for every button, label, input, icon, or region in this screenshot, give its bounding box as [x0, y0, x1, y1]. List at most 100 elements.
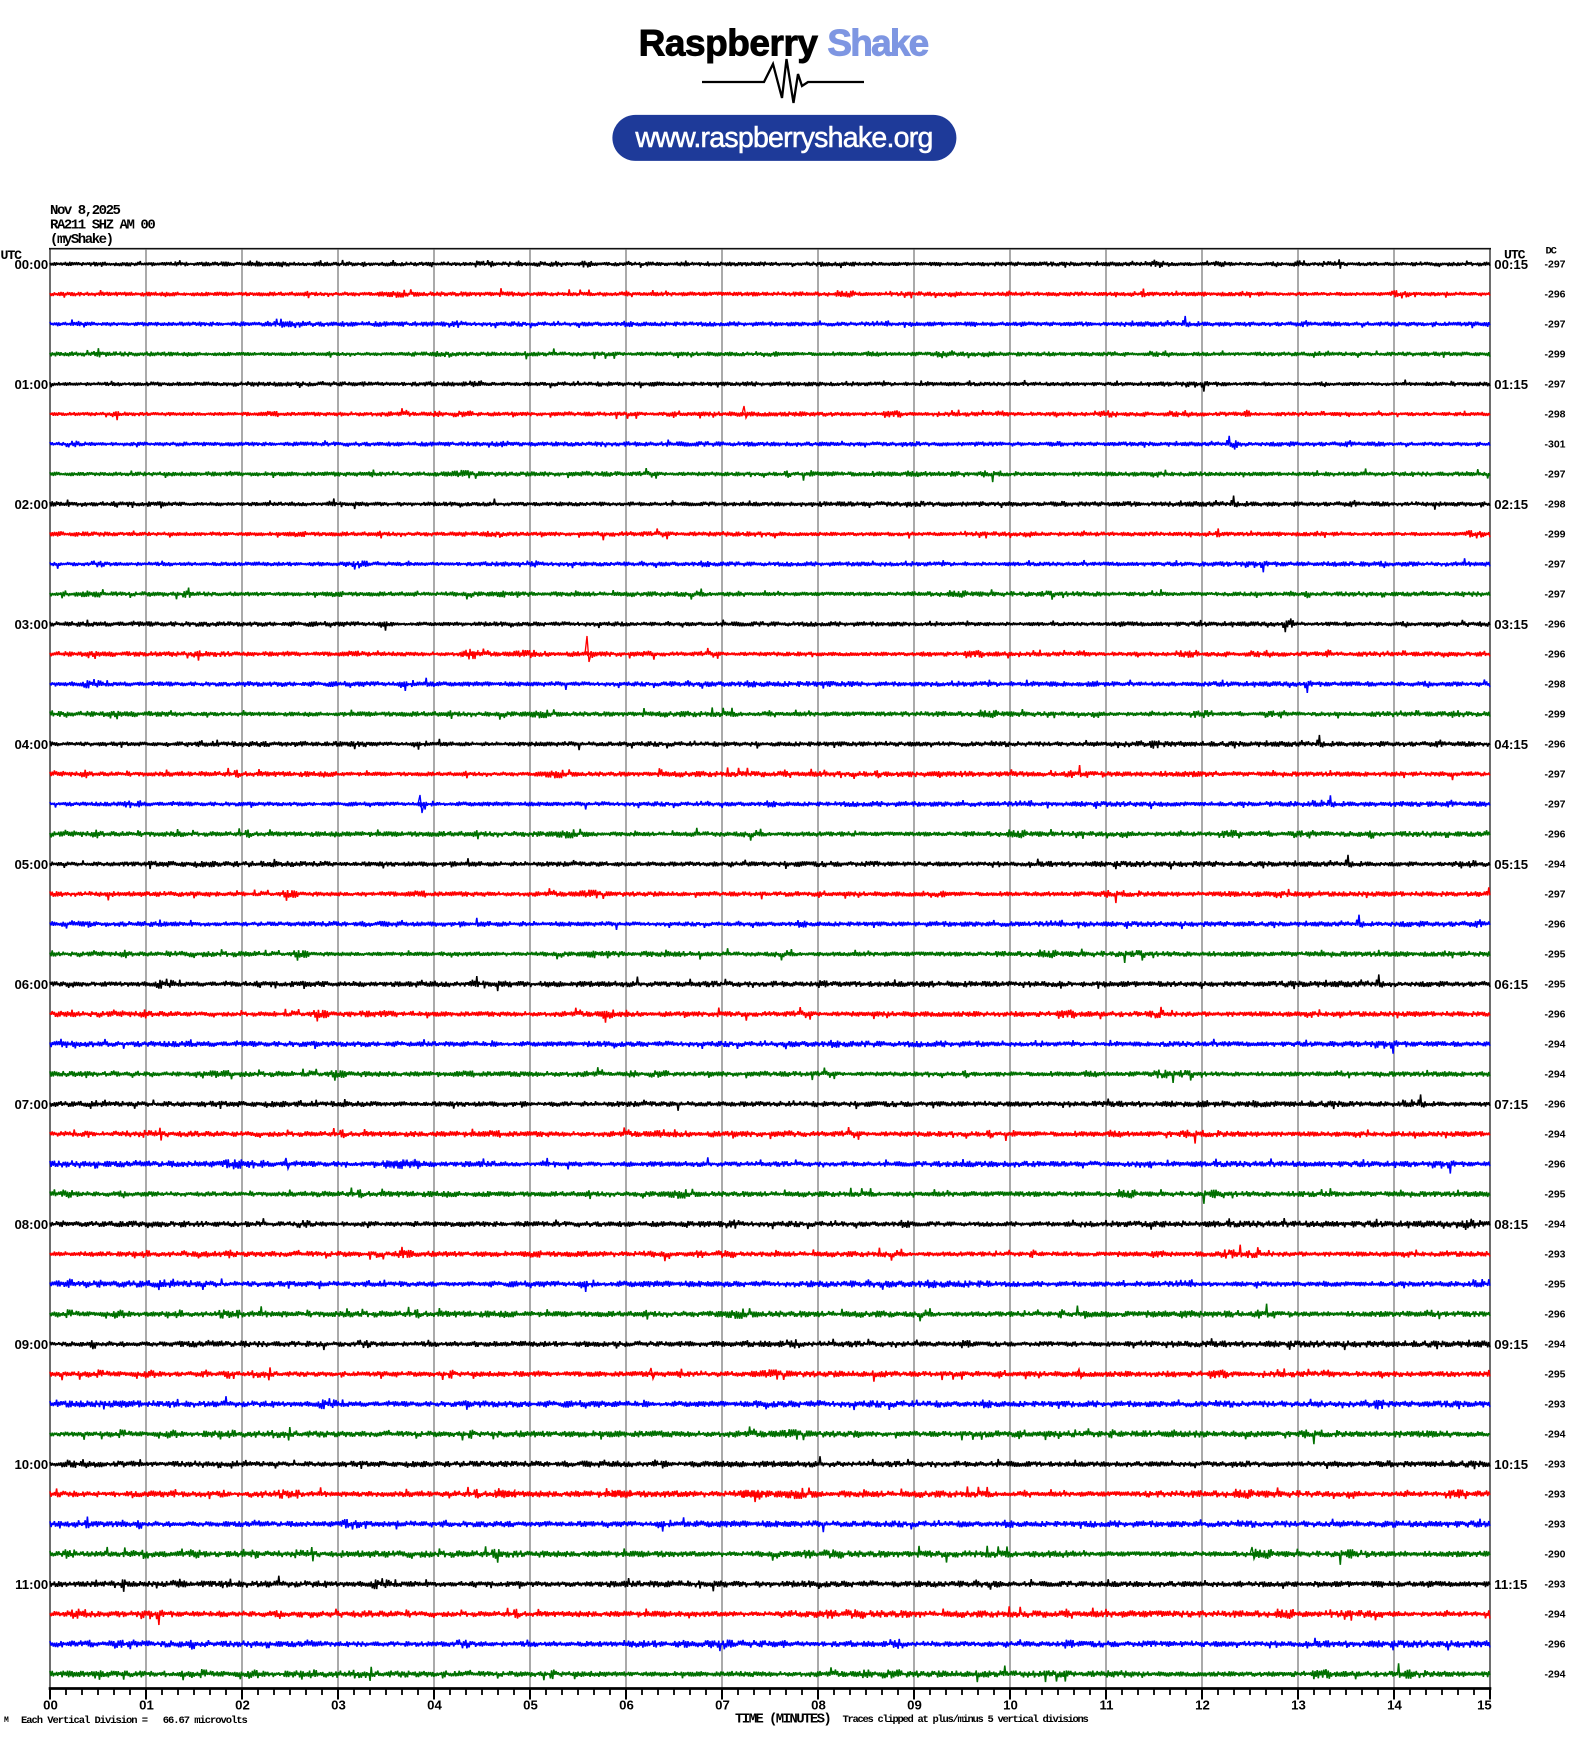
svg-text:-297: -297: [1545, 258, 1566, 270]
svg-text:06:00: 06:00: [14, 977, 48, 992]
svg-text:-296: -296: [1545, 1008, 1566, 1020]
svg-text:-293: -293: [1545, 1398, 1566, 1410]
svg-text:DC: DC: [1546, 246, 1558, 258]
svg-text:-296: -296: [1545, 618, 1566, 630]
svg-text:09: 09: [907, 1698, 922, 1713]
svg-text:08:00: 08:00: [14, 1217, 48, 1232]
svg-text:-295: -295: [1545, 1278, 1566, 1290]
svg-text:14: 14: [1387, 1698, 1402, 1713]
svg-text:11: 11: [1100, 1698, 1114, 1713]
svg-text:-298: -298: [1545, 678, 1566, 690]
svg-text:-295: -295: [1545, 948, 1566, 960]
svg-text:04: 04: [427, 1698, 442, 1713]
svg-text:-294: -294: [1545, 1608, 1566, 1620]
svg-text:10:15: 10:15: [1494, 1457, 1528, 1472]
svg-text:-297: -297: [1545, 318, 1566, 330]
svg-text:08:15: 08:15: [1494, 1217, 1528, 1232]
svg-text:00: 00: [43, 1698, 58, 1713]
svg-text:-301: -301: [1545, 438, 1566, 450]
svg-text:10: 10: [1003, 1698, 1018, 1713]
svg-text:-295: -295: [1545, 1188, 1566, 1200]
svg-text:-297: -297: [1545, 888, 1566, 900]
svg-text:-293: -293: [1545, 1578, 1566, 1590]
svg-text:-293: -293: [1545, 1488, 1566, 1500]
svg-text:-295: -295: [1545, 978, 1566, 990]
svg-text:06: 06: [619, 1698, 634, 1713]
svg-text:02: 02: [235, 1698, 250, 1713]
svg-text:Raspberry Shake: Raspberry Shake: [639, 23, 929, 64]
svg-text:-299: -299: [1545, 708, 1566, 720]
svg-text:-294: -294: [1545, 1338, 1566, 1350]
svg-text:09:00: 09:00: [14, 1337, 48, 1352]
svg-text:-296: -296: [1545, 1098, 1566, 1110]
svg-text:Traces clipped at plus/minus 5: Traces clipped at plus/minus 5 vertical …: [843, 1714, 1089, 1726]
svg-text:01: 01: [139, 1698, 154, 1713]
svg-text:15: 15: [1477, 1698, 1492, 1713]
svg-text:-296: -296: [1545, 1638, 1566, 1650]
svg-text:-297: -297: [1545, 378, 1566, 390]
svg-text:-294: -294: [1545, 1428, 1566, 1440]
svg-text:TIME (MINUTES): TIME (MINUTES): [735, 1712, 830, 1728]
svg-text:-290: -290: [1545, 1548, 1566, 1560]
svg-text:04:15: 04:15: [1494, 737, 1528, 752]
svg-text:11:15: 11:15: [1494, 1577, 1527, 1592]
svg-text:-296: -296: [1545, 1308, 1566, 1320]
svg-text:-294: -294: [1545, 1128, 1566, 1140]
svg-text:-293: -293: [1545, 1518, 1566, 1530]
svg-text:-298: -298: [1545, 498, 1566, 510]
svg-text:-293: -293: [1545, 1458, 1566, 1470]
svg-text:-299: -299: [1545, 348, 1566, 360]
svg-text:-297: -297: [1545, 588, 1566, 600]
svg-text:12: 12: [1195, 1698, 1210, 1713]
svg-text:-296: -296: [1545, 288, 1566, 300]
svg-text:-297: -297: [1545, 558, 1566, 570]
svg-text:-297: -297: [1545, 468, 1566, 480]
svg-text:-296: -296: [1545, 738, 1566, 750]
svg-text:03:00: 03:00: [14, 617, 48, 632]
svg-text:00:00: 00:00: [14, 257, 48, 272]
svg-text:-298: -298: [1545, 408, 1566, 420]
svg-text:Nov 8,2025: Nov 8,2025: [50, 203, 121, 219]
svg-text:06:15: 06:15: [1494, 977, 1528, 992]
svg-text:-297: -297: [1545, 768, 1566, 780]
svg-text:11:00: 11:00: [15, 1577, 48, 1592]
svg-text:RA211 SHZ AM 00: RA211 SHZ AM 00: [50, 218, 155, 234]
svg-text:www.raspberryshake.org: www.raspberryshake.org: [634, 122, 932, 154]
svg-text:-294: -294: [1545, 1068, 1566, 1080]
svg-text:Each Vertical Division = 66.: Each Vertical Division = 66.67 microvolt…: [21, 1715, 248, 1727]
svg-text:07:15: 07:15: [1494, 1097, 1528, 1112]
svg-text:-293: -293: [1545, 1248, 1566, 1260]
svg-text:-297: -297: [1545, 798, 1566, 810]
svg-text:-294: -294: [1545, 1218, 1566, 1230]
svg-text:-299: -299: [1545, 528, 1566, 540]
svg-text:04:00: 04:00: [14, 737, 48, 752]
svg-text:05: 05: [523, 1698, 538, 1713]
svg-text:(myShake): (myShake): [50, 232, 113, 248]
svg-text:05:15: 05:15: [1494, 857, 1528, 872]
svg-text:01:15: 01:15: [1494, 377, 1528, 392]
svg-text:03:15: 03:15: [1494, 617, 1528, 632]
svg-text:03: 03: [331, 1698, 346, 1713]
svg-text:-296: -296: [1545, 918, 1566, 930]
svg-text:-295: -295: [1545, 1368, 1566, 1380]
svg-text:08: 08: [811, 1698, 826, 1713]
svg-text:01:00: 01:00: [14, 377, 48, 392]
svg-text:02:00: 02:00: [14, 497, 48, 512]
svg-text:05:00: 05:00: [14, 857, 48, 872]
svg-text:02:15: 02:15: [1494, 497, 1528, 512]
svg-text:07:00: 07:00: [14, 1097, 48, 1112]
svg-text:07: 07: [715, 1698, 730, 1713]
svg-text:UTC: UTC: [1, 248, 23, 263]
svg-text:09:15: 09:15: [1494, 1337, 1528, 1352]
svg-text:-296: -296: [1545, 828, 1566, 840]
svg-text:-296: -296: [1545, 1158, 1566, 1170]
svg-text:-294: -294: [1545, 1668, 1566, 1680]
svg-text:-294: -294: [1545, 1038, 1566, 1050]
svg-text:00:15: 00:15: [1494, 257, 1528, 272]
svg-text:13: 13: [1291, 1698, 1306, 1713]
svg-text:10:00: 10:00: [14, 1457, 48, 1472]
svg-text:-296: -296: [1545, 648, 1566, 660]
svg-text:M: M: [4, 1716, 9, 1725]
svg-text:UTC: UTC: [1504, 247, 1526, 262]
svg-text:-294: -294: [1545, 858, 1566, 870]
